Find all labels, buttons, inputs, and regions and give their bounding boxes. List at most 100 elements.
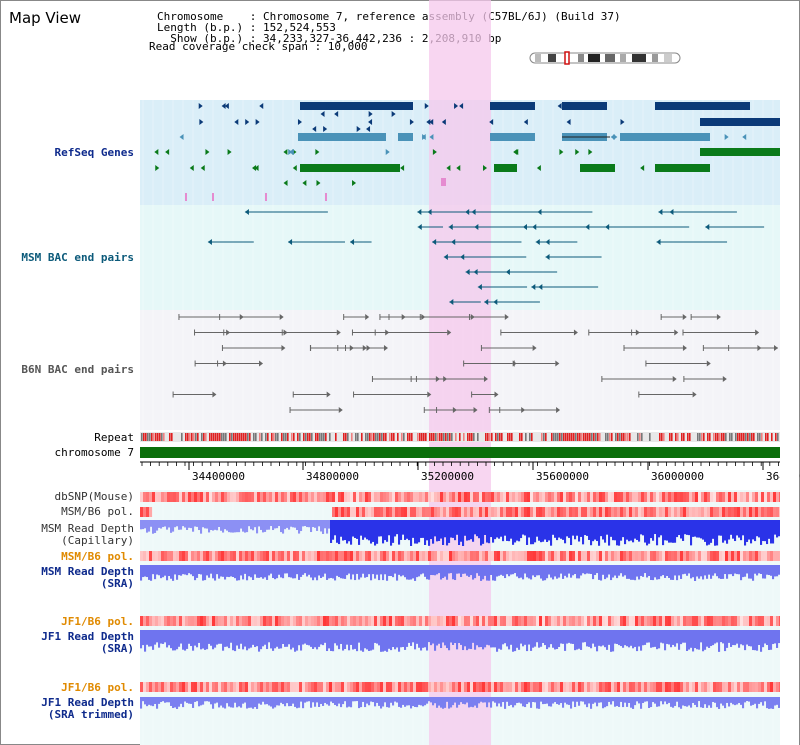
gene-exon [580, 164, 615, 172]
bac-end-arrow [473, 407, 478, 413]
gene-exon [620, 133, 710, 141]
chromosome-ideogram [529, 51, 681, 65]
jf1-read-depth-sra-label[interactable]: JF1 Read Depth [41, 630, 134, 643]
marker [212, 193, 214, 201]
current-position-marker [564, 51, 570, 65]
bac-end-arrow [656, 239, 661, 245]
gene-arrow [459, 103, 464, 109]
gene-arrow [536, 165, 541, 171]
gene-exon [494, 164, 517, 172]
bac-end-arrow [474, 224, 479, 230]
jf1-trimmed-sublabel: (SRA trimmed) [47, 708, 134, 721]
jf1-b6-pol-label-2[interactable]: JF1/B6 pol. [61, 681, 134, 694]
gene-arrow [566, 119, 571, 125]
msm-read-depth-capillary-label[interactable]: MSM Read Depth [41, 522, 134, 535]
gene-arrow [155, 165, 160, 171]
gene-arrow [497, 103, 502, 109]
dbsnp-label[interactable]: dbSNP(Mouse) [54, 490, 134, 503]
gene-arrow [224, 103, 229, 109]
bac-end-arrow [473, 269, 478, 275]
gene-arrow [292, 165, 297, 171]
gene-arrow [227, 149, 232, 155]
gene-arrow [221, 103, 226, 109]
bac-end-arrow [350, 239, 355, 245]
refseq-label[interactable]: RefSeq Genes [54, 146, 134, 159]
gene-arrow [368, 111, 373, 117]
length-key: Length (b.p.) [157, 21, 244, 34]
gene-arrow [432, 149, 437, 155]
bac-end-arrow [532, 345, 537, 351]
bac-end-arrow [283, 329, 288, 336]
bac-end-arrow [435, 376, 440, 382]
show-key: Show (b.p.) [170, 32, 244, 45]
gene-arrow [385, 149, 390, 155]
gene-arrow [283, 149, 288, 155]
axis-tick-label: 36000000 [651, 470, 704, 483]
gene-arrow [409, 119, 414, 125]
gene-arrow [323, 165, 328, 171]
jf1-read-depth-trimmed-label[interactable]: JF1 Read Depth [41, 696, 134, 709]
coverage-span: Read coverage check span : 10,000 [149, 40, 368, 53]
bac-end-arrow [692, 391, 697, 398]
gene-exon [398, 133, 413, 141]
bac-end-arrow [336, 329, 341, 336]
gene-exon [300, 102, 413, 110]
bac-end-arrow [483, 376, 488, 382]
bac-end-arrow [448, 224, 453, 230]
gene-arrow [640, 165, 645, 171]
header-info: Chromosome : Chromosome 7, reference ass… [157, 11, 621, 44]
gene-arrow [198, 103, 203, 109]
bac-end-arrow [722, 376, 727, 382]
bac-end-arrow [545, 239, 550, 245]
gene-arrow [199, 119, 204, 125]
gene-arrow [588, 149, 593, 155]
bac-end-arrow [401, 314, 406, 320]
bac-end-arrow [244, 209, 249, 215]
msm-read-depth-sra-label[interactable]: MSM Read Depth [41, 565, 134, 578]
gene-arrow [334, 111, 339, 117]
gene-arrow [297, 119, 302, 125]
gene-arrow [165, 149, 170, 155]
msm-b6-pol-label-1[interactable]: MSM/B6 pol. [61, 505, 134, 518]
chromosome-bar [140, 447, 780, 458]
bac-end-arrow [207, 239, 212, 245]
gene-arrow [252, 165, 257, 171]
bac-end-arrow [537, 209, 542, 215]
gene-arrow [154, 149, 159, 155]
msm-bac-label[interactable]: MSM BAC end pairs [21, 251, 134, 264]
bac-end-arrow [755, 329, 760, 336]
bac-end-arrow [682, 314, 687, 320]
capillary-sublabel: (Capillary) [61, 534, 134, 547]
gene-arrow [313, 134, 318, 140]
bac-end-arrow [573, 329, 578, 336]
bac-end-arrow [556, 407, 561, 413]
bac-end-arrow [281, 345, 286, 351]
gene-arrow [356, 126, 361, 132]
bac-end-arrow [417, 209, 422, 215]
gene-arrow [613, 134, 618, 140]
bac-end-arrow [716, 314, 721, 320]
read-depth-tracks [140, 100, 799, 745]
gene-arrow [523, 119, 528, 125]
bac-end-arrow [421, 314, 426, 320]
axis-tick-label: 35600000 [536, 470, 589, 483]
gene-arrow [514, 149, 519, 155]
bac-end-arrow [535, 239, 540, 245]
bac-end-arrow [774, 345, 778, 351]
bac-end-arrow [505, 269, 510, 275]
gene-arrow [620, 119, 625, 125]
gene-arrow [254, 165, 259, 171]
msm-b6-pol-label-2[interactable]: MSM/B6 pol. [61, 550, 134, 563]
gene-arrow [200, 165, 205, 171]
marker [265, 193, 267, 201]
b6n-bac-label[interactable]: B6N BAC end pairs [21, 363, 134, 376]
gene-arrow [189, 165, 194, 171]
axis-tick-label: 34800000 [306, 470, 359, 483]
bac-end-arrow [279, 314, 284, 320]
gene-arrow [283, 180, 288, 186]
length-value: : 152,524,553 [249, 21, 336, 34]
gene-arrow [429, 134, 434, 140]
gene-exon [562, 102, 607, 110]
jf1-b6-pol-label-1[interactable]: JF1/B6 pol. [61, 615, 134, 628]
